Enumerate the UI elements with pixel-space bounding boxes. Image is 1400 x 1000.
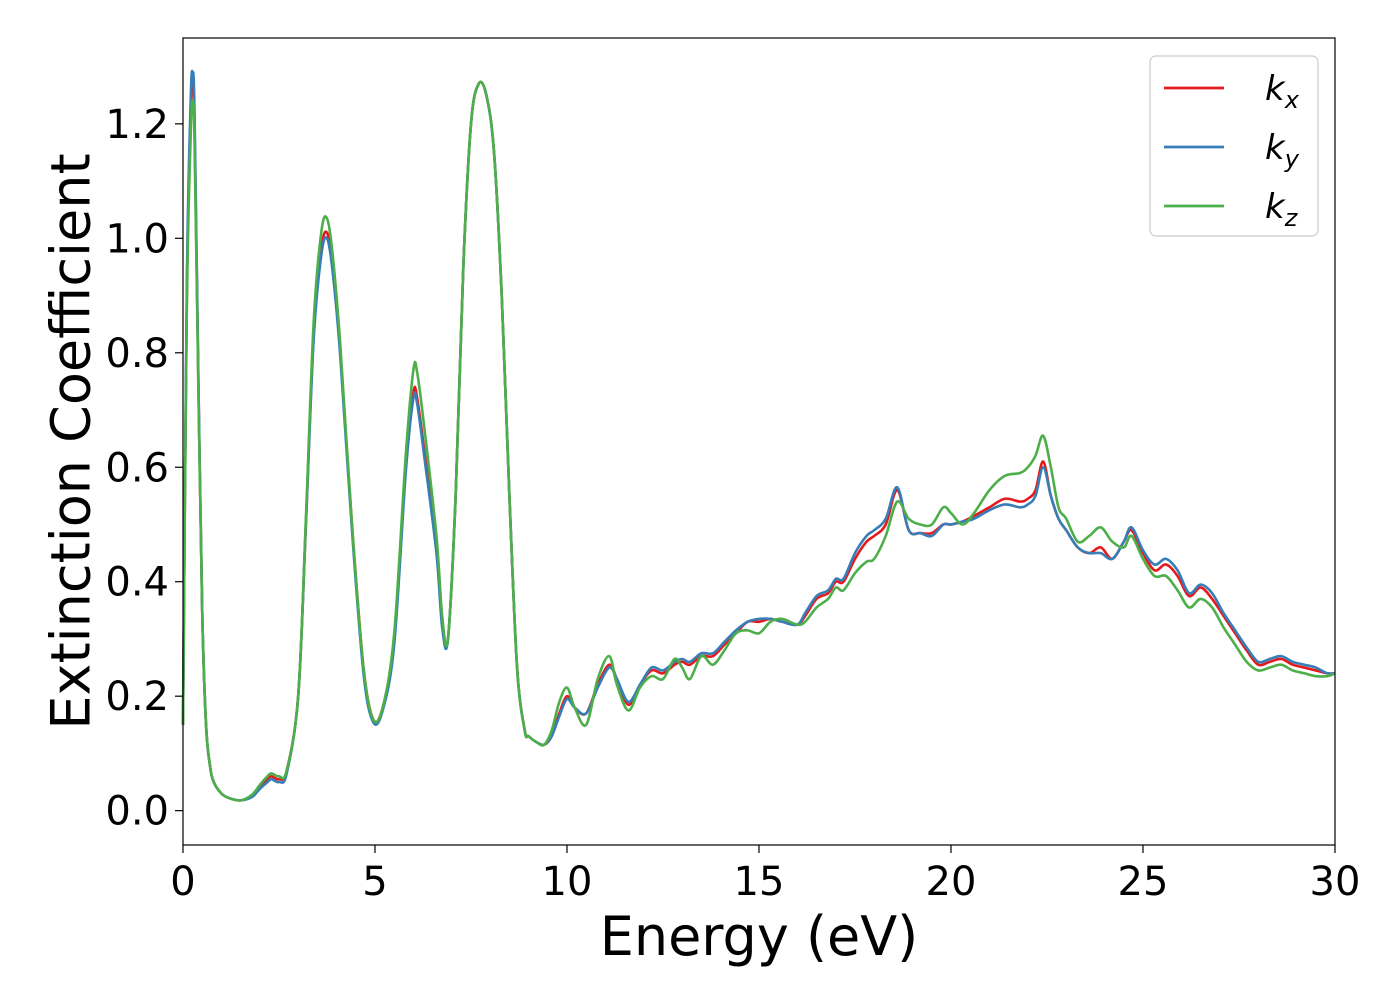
- x-axis-ticks: 0 5 10 15 20 25 30: [170, 845, 1360, 905]
- legend-label-y: ky: [1265, 128, 1300, 173]
- y-tick-label: 0.6: [105, 445, 169, 491]
- y-tick-label: 0.4: [105, 560, 169, 606]
- y-tick-label: 0.8: [105, 331, 169, 377]
- x-tick-label: 15: [734, 859, 785, 905]
- series-line-z: [181, 80, 1336, 802]
- legend-label-x: kx: [1265, 69, 1300, 114]
- x-tick-label: 25: [1118, 859, 1169, 905]
- x-tick-label: 20: [926, 859, 977, 905]
- y-tick-label: 1.2: [105, 102, 169, 148]
- x-tick-label: 10: [542, 859, 593, 905]
- legend-box: [1149, 55, 1319, 237]
- x-tick-label: 5: [362, 859, 387, 905]
- y-tick-label: 0.2: [105, 674, 169, 720]
- x-tick-label: 30: [1310, 859, 1361, 905]
- y-tick-label: 1.0: [105, 216, 169, 262]
- y-axis-label: Extinction Coefficient: [40, 153, 103, 729]
- series-layer: [181, 69, 1336, 802]
- x-axis-label: Energy (eV): [600, 905, 919, 968]
- legend: kx ky kz: [1149, 55, 1319, 237]
- y-axis-ticks: 0.0 0.2 0.4 0.6 0.8 1.0 1.2: [105, 102, 183, 835]
- legend-label-z: kz: [1265, 187, 1299, 232]
- x-tick-label: 0: [170, 859, 195, 905]
- y-tick-label: 0.0: [105, 789, 169, 835]
